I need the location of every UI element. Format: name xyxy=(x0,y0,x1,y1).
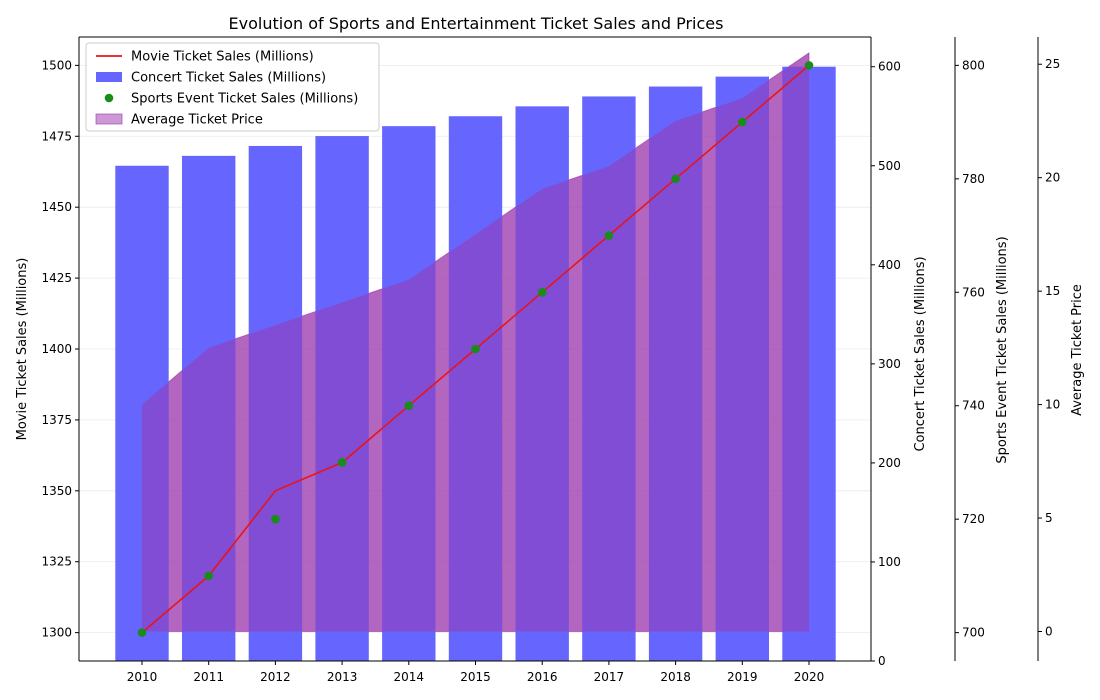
price-y-axis-label: Average Ticket Price xyxy=(1070,284,1085,416)
sports-y-axis-label: Sports Event Ticket Sales (Millions) xyxy=(995,236,1010,463)
movie-y-tick-label: 1425 xyxy=(41,271,72,285)
sports-point-layer xyxy=(137,61,814,637)
sports-point xyxy=(471,344,480,354)
movie-y-axis-label: Movie Ticket Sales (Millions) xyxy=(15,258,30,441)
concert-bar-layer xyxy=(115,52,836,662)
concert-y-tick-label: 600 xyxy=(878,60,901,74)
movie-y-tick-label: 1400 xyxy=(41,342,72,356)
legend-swatch-point xyxy=(104,93,114,103)
legend-label: Movie Ticket Sales (Millions) xyxy=(131,50,314,65)
sports-point xyxy=(738,117,747,127)
price-y-tick-label: 10 xyxy=(1045,398,1060,412)
chart-title: Evolution of Sports and Entertainment Ti… xyxy=(229,14,724,33)
concert-y-tick-label: 400 xyxy=(878,258,901,272)
legend-swatch-area xyxy=(95,113,123,125)
concert-y-tick-label: 500 xyxy=(878,159,901,173)
sports-point xyxy=(337,458,347,467)
x-tick-label: 2014 xyxy=(394,670,425,684)
x-tick-label: 2020 xyxy=(794,670,825,684)
concert-y-tick-label: 100 xyxy=(878,555,901,569)
sports-y-tick-label: 800 xyxy=(962,58,985,72)
sports-point xyxy=(204,571,213,581)
legend-box xyxy=(85,42,380,132)
legend-label: Sports Event Ticket Sales (Millions) xyxy=(131,92,358,107)
sports-point xyxy=(804,61,814,70)
concert-y-tick-label: 200 xyxy=(878,456,901,470)
x-tick-label: 2011 xyxy=(193,670,224,684)
concert-y-tick-label: 300 xyxy=(878,357,901,371)
legend-swatch-bar xyxy=(96,72,122,82)
x-tick-label: 2016 xyxy=(527,670,558,684)
movie-y-tick-label: 1350 xyxy=(41,484,72,498)
x-tick-label: 2010 xyxy=(127,670,158,684)
price-area-overlay xyxy=(142,52,809,632)
legend-label: Average Ticket Price xyxy=(131,113,263,128)
movie-y-tick-label: 1375 xyxy=(41,413,72,427)
sports-point xyxy=(137,628,147,637)
legend-label: Concert Ticket Sales (Millions) xyxy=(131,71,326,86)
price-y-tick-label: 0 xyxy=(1045,625,1053,639)
x-tick-label: 2018 xyxy=(660,670,691,684)
sports-point xyxy=(404,401,414,411)
price-y-tick-label: 20 xyxy=(1045,171,1060,185)
sports-y-tick-label: 740 xyxy=(962,399,985,413)
x-tick-label: 2015 xyxy=(460,670,491,684)
concert-y-tick-label: 0 xyxy=(878,654,886,668)
sports-point xyxy=(537,287,547,297)
sports-y-tick-label: 780 xyxy=(962,172,985,186)
x-tick-label: 2012 xyxy=(260,670,291,684)
sports-point xyxy=(671,174,680,184)
x-tick-label: 2017 xyxy=(594,670,625,684)
movie-y-tick-label: 1450 xyxy=(41,200,72,214)
sports-y-tick-label: 700 xyxy=(962,626,985,640)
sports-point xyxy=(271,514,280,524)
x-tick-label: 2019 xyxy=(727,670,758,684)
movie-y-tick-label: 1475 xyxy=(41,129,72,143)
movie-y-tick-label: 1325 xyxy=(41,555,72,569)
x-tick-label: 2013 xyxy=(327,670,358,684)
axes-layer: 2010 2011 2012 2013 2014 2015 2016 2017 2018 2019… xyxy=(15,36,1085,684)
sports-y-tick-label: 760 xyxy=(962,285,985,299)
concert-y-axis-label: Concert Ticket Sales (Millions) xyxy=(913,256,928,451)
sports-point xyxy=(604,231,614,240)
sports-y-tick-label: 720 xyxy=(962,512,985,526)
price-y-tick-label: 5 xyxy=(1045,511,1053,525)
movie-y-tick-label: 1500 xyxy=(41,58,72,72)
movie-y-tick-label: 1300 xyxy=(41,626,72,640)
price-y-tick-label: 25 xyxy=(1045,57,1060,71)
legend: Movie Ticket Sales (Millions) Concert Tic… xyxy=(85,42,380,132)
price-y-tick-label: 15 xyxy=(1045,284,1060,298)
